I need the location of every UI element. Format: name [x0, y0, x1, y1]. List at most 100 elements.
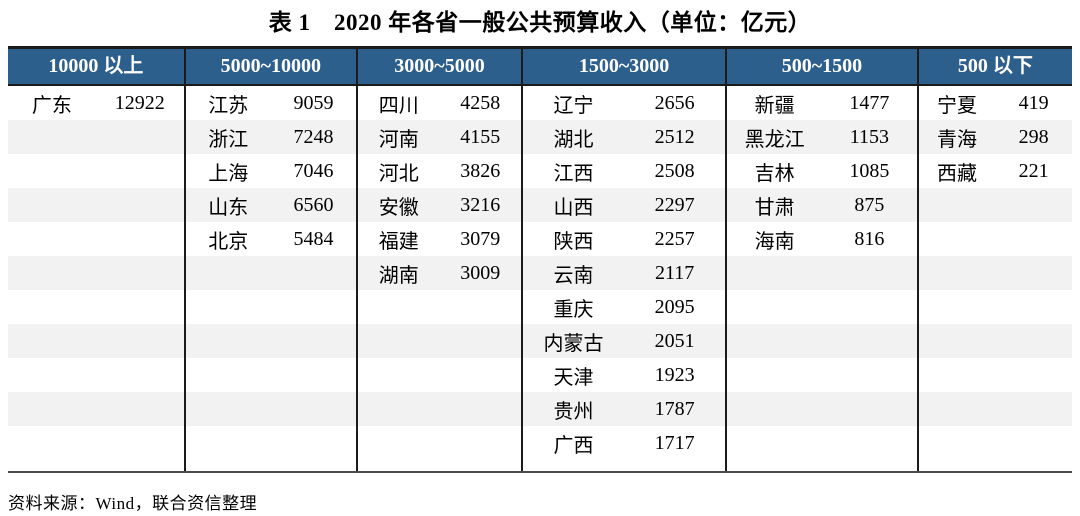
province-row: 湖北 2512 [522, 120, 726, 154]
province-name: 山西 [553, 196, 594, 219]
province-name: 陕西 [553, 230, 594, 253]
province-value: 2051 [654, 329, 695, 352]
bracket-column: 500~1500 新疆 1477 黑龙江 1153 吉林 1085 甘肃 875 海南 816 [727, 49, 919, 471]
province-row: 云南 2117 [522, 256, 726, 290]
province-row: 内蒙古 2051 [522, 324, 726, 358]
bracket-column: 10000 以上 广东 12922 [8, 49, 186, 471]
province-value: 3826 [460, 159, 501, 182]
province-name: 四川 [378, 94, 419, 117]
province-row: 安徽 3216 [358, 188, 521, 222]
bracket-column: 500 以下 宁夏 419 青海 298 西藏 221 [918, 49, 1072, 471]
province-row: 辽宁 2656 [523, 86, 725, 120]
province-name: 福建 [378, 230, 419, 253]
province-row: 山东 6560 [185, 188, 357, 222]
empty-row [727, 290, 917, 324]
province-name: 湖北 [553, 128, 594, 151]
province-name: 山东 [208, 196, 249, 219]
province-row: 黑龙江 1153 [727, 120, 917, 154]
empty-row [358, 392, 521, 426]
bracket-header: 5000~10000 [185, 49, 357, 86]
province-row: 上海 7046 [186, 154, 356, 188]
bracket-header: 500 以下 [918, 49, 1072, 86]
province-value: 2117 [655, 261, 695, 284]
empty-row [186, 358, 356, 392]
empty-row [8, 358, 184, 392]
empty-row [8, 188, 184, 222]
bracket-header: 3000~5000 [358, 49, 521, 86]
province-value: 2656 [654, 91, 695, 114]
empty-row [8, 120, 184, 154]
province-value: 3216 [460, 193, 501, 216]
province-name: 河北 [378, 162, 419, 185]
empty-row [8, 256, 184, 290]
province-value: 2095 [654, 295, 695, 318]
bracket-column: 3000~5000 四川 4258 河南 4155 河北 3826 安徽 3216 福建 3079 湖… [358, 49, 523, 471]
province-name: 浙江 [208, 128, 249, 151]
province-value: 2257 [654, 227, 695, 250]
province-row: 北京 5484 [186, 222, 356, 256]
province-value: 816 [854, 227, 885, 250]
province-name: 云南 [553, 264, 594, 287]
empty-row [185, 324, 357, 358]
province-row: 河北 3826 [358, 154, 521, 188]
province-row: 重庆 2095 [523, 290, 725, 324]
province-value: 4155 [460, 125, 501, 148]
province-value: 1787 [654, 397, 695, 420]
bracket-cells: 辽宁 2656 湖北 2512 江西 2508 山西 2297 陕西 2257 云南 2117 重庆 20… [522, 86, 726, 471]
empty-row [727, 426, 917, 460]
province-value: 3079 [460, 227, 501, 250]
province-name: 河南 [378, 128, 419, 151]
province-name: 江苏 [208, 94, 249, 117]
province-row: 广西 1717 [523, 426, 725, 460]
province-name: 内蒙古 [543, 332, 604, 355]
empty-row [919, 426, 1072, 460]
empty-row [918, 188, 1072, 222]
empty-row [8, 290, 184, 324]
empty-row [358, 324, 521, 358]
province-row: 吉林 1085 [727, 154, 917, 188]
bracket-cells: 江苏 9059 浙江 7248 上海 7046 山东 6560 北京 5484 [185, 86, 357, 471]
province-row: 山西 2297 [522, 188, 726, 222]
province-value: 2508 [654, 159, 695, 182]
province-name: 贵州 [553, 400, 594, 423]
budget-table: 10000 以上 广东 12922 5000~10000 江苏 9059 浙江 7248 上海 7… [8, 46, 1072, 473]
empty-row [358, 290, 521, 324]
province-row: 福建 3079 [358, 222, 521, 256]
province-name: 吉林 [754, 162, 795, 185]
bracket-header: 1500~3000 [522, 49, 726, 86]
bracket-column: 5000~10000 江苏 9059 浙江 7248 上海 7046 山东 6560 北京 5484 [185, 49, 359, 471]
province-value: 2297 [654, 193, 695, 216]
empty-row [918, 392, 1072, 426]
empty-row [8, 154, 184, 188]
province-row: 甘肃 875 [727, 188, 917, 222]
empty-row [186, 290, 356, 324]
empty-row [919, 222, 1072, 256]
province-name: 辽宁 [553, 94, 594, 117]
bracket-header: 500~1500 [727, 49, 917, 86]
province-value: 298 [1018, 125, 1049, 148]
empty-row [727, 392, 917, 426]
bracket-header: 10000 以上 [8, 49, 184, 86]
province-value: 1717 [654, 431, 695, 454]
empty-row [8, 222, 184, 256]
bracket-cells: 四川 4258 河南 4155 河北 3826 安徽 3216 福建 3079 湖南 3009 [358, 86, 521, 471]
province-value: 12922 [114, 91, 165, 114]
province-name: 上海 [208, 162, 249, 185]
empty-row [8, 324, 184, 358]
province-name: 湖南 [378, 264, 419, 287]
province-value: 5484 [293, 227, 334, 250]
province-row: 河南 4155 [358, 120, 521, 154]
province-row: 宁夏 419 [919, 86, 1072, 120]
bracket-cells: 新疆 1477 黑龙江 1153 吉林 1085 甘肃 875 海南 816 [727, 86, 917, 471]
province-name: 北京 [208, 230, 249, 253]
bracket-cells: 广东 12922 [8, 86, 184, 471]
empty-row [358, 358, 521, 392]
empty-row [919, 358, 1072, 392]
province-row: 天津 1923 [523, 358, 725, 392]
empty-row [727, 256, 917, 290]
province-row: 江西 2508 [523, 154, 725, 188]
province-name: 西藏 [937, 162, 978, 185]
empty-row [727, 324, 917, 358]
empty-row [919, 290, 1072, 324]
